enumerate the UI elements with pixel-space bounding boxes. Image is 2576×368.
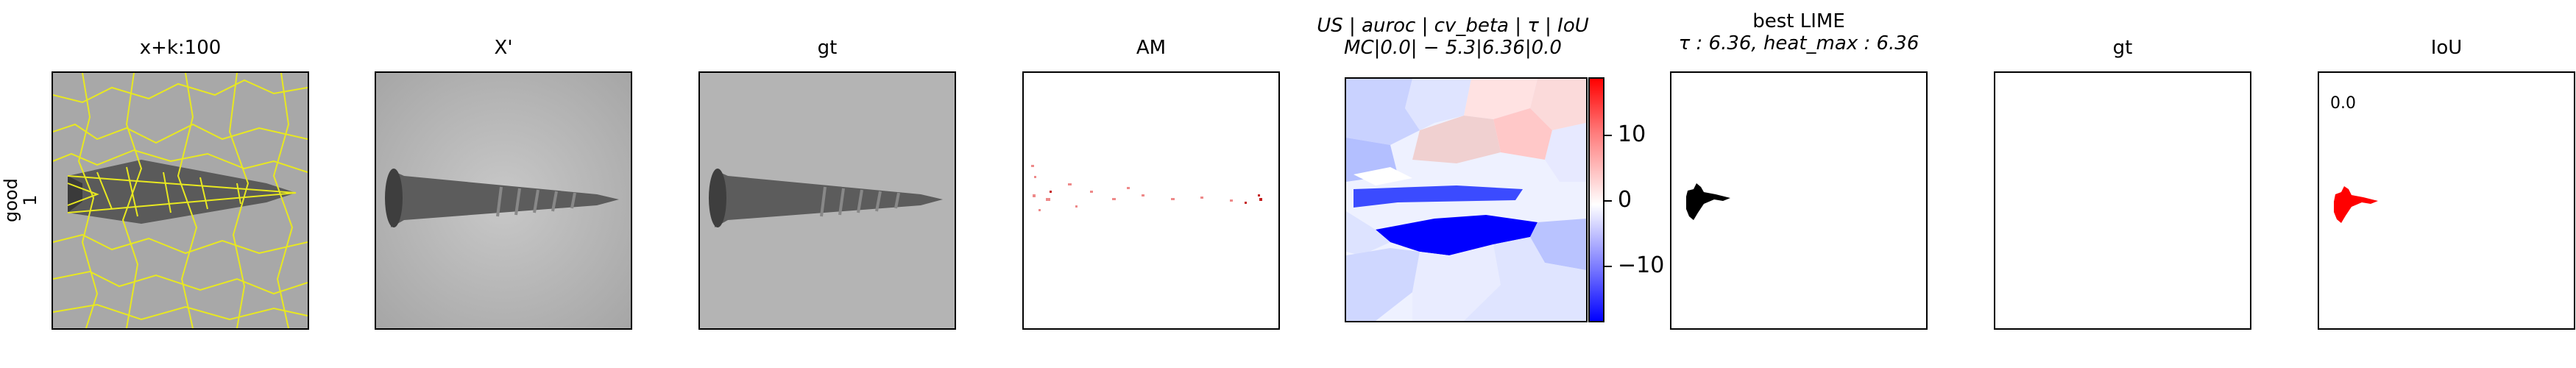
panel-2-title: X' xyxy=(494,37,513,59)
panel-8-title: IoU xyxy=(2430,37,2463,59)
colorbar-tick xyxy=(1604,266,1612,267)
row-label-line2: 1 xyxy=(20,194,40,206)
ground-truth-image xyxy=(698,71,956,330)
colorbar-tick-label: 0 xyxy=(1618,187,1632,213)
panel-6-title-line2: τ : 6.36, heat_max : 6.36 xyxy=(1678,32,1919,54)
colorbar xyxy=(1588,77,1604,322)
panel-4-title: AM xyxy=(1136,37,1167,59)
panel-1-title: x+k:100 xyxy=(139,37,222,59)
uncertainty-heatmap xyxy=(1345,77,1588,322)
row-label: good 1 xyxy=(0,171,40,259)
superpixel-overlay-image xyxy=(52,71,309,330)
panel-6-title: best LIME τ : 6.36, heat_max : 6.36 xyxy=(1670,10,1928,54)
anomaly-map-image xyxy=(1022,71,1280,330)
panel-7-title: gt xyxy=(2112,37,2133,59)
colorbar-tick xyxy=(1604,135,1612,136)
colorbar-tick-label: 10 xyxy=(1618,121,1646,147)
colorbar-tick-label: −10 xyxy=(1618,252,1665,278)
row-label-line1: good xyxy=(1,178,21,222)
ground-truth-mask xyxy=(1994,71,2251,330)
iou-value: 0.0 xyxy=(2330,94,2356,113)
iou-mask-image xyxy=(2318,71,2575,330)
panel-5-title-line1: US | auroc | cv_beta | τ | IoU xyxy=(1317,15,1589,37)
input-image xyxy=(375,71,632,330)
colorbar-tick xyxy=(1604,200,1612,202)
panel-3-title: gt xyxy=(817,37,838,59)
lime-mask-image xyxy=(1670,71,1928,330)
panel-5-title: US | auroc | cv_beta | τ | IoU MC|0.0| −… xyxy=(1309,15,1596,59)
panel-5-title-line2: MC|0.0| − 5.3|6.36|0.0 xyxy=(1344,37,1562,59)
panel-6-title-line1: best LIME xyxy=(1752,10,1845,32)
